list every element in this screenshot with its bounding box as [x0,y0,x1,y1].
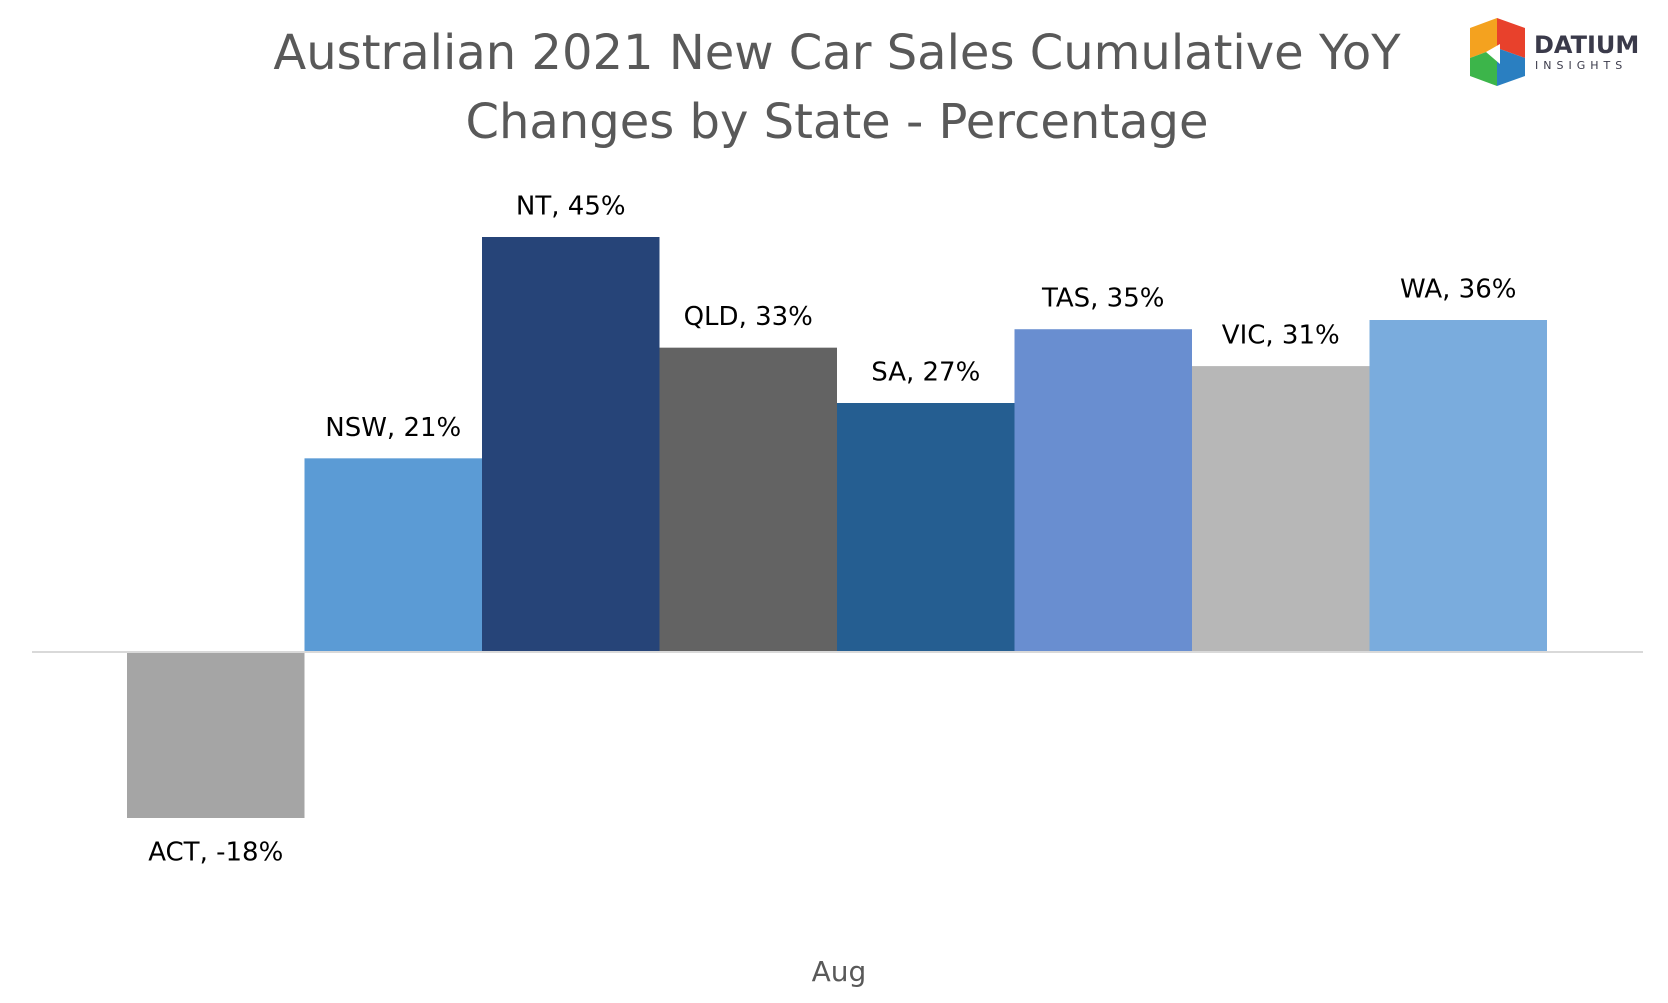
data-label: WA, 36% [1400,275,1516,305]
chart-title: Australian 2021 New Car Sales Cumulative… [273,25,1401,81]
data-label: VIC, 31% [1222,321,1340,351]
logo-shape [1486,44,1500,64]
logo-shape [1497,18,1525,58]
bar [837,403,1015,652]
logo: DATIUM INSIGHTS [1470,18,1639,86]
logo-tagline: INSIGHTS [1535,59,1627,72]
chart-title: Changes by State - Percentage [465,94,1208,150]
data-label: NSW, 21% [325,413,461,443]
bar [659,347,837,652]
bar [1192,366,1370,652]
logo-shape [1470,18,1497,58]
logo-shape [1470,48,1497,86]
bar [1369,320,1547,652]
logo-name: DATIUM [1534,31,1639,59]
data-label: ACT, -18% [148,838,283,868]
data-label: SA, 27% [871,358,980,388]
x-tick-label: Aug [812,955,867,988]
bar [304,458,482,652]
bar [482,237,660,652]
data-label: TAS, 35% [1041,284,1164,314]
data-label: NT, 45% [516,192,626,222]
bar [1014,329,1192,652]
logo-shape [1497,48,1525,86]
data-label: QLD, 33% [684,302,813,332]
bar [127,652,305,818]
